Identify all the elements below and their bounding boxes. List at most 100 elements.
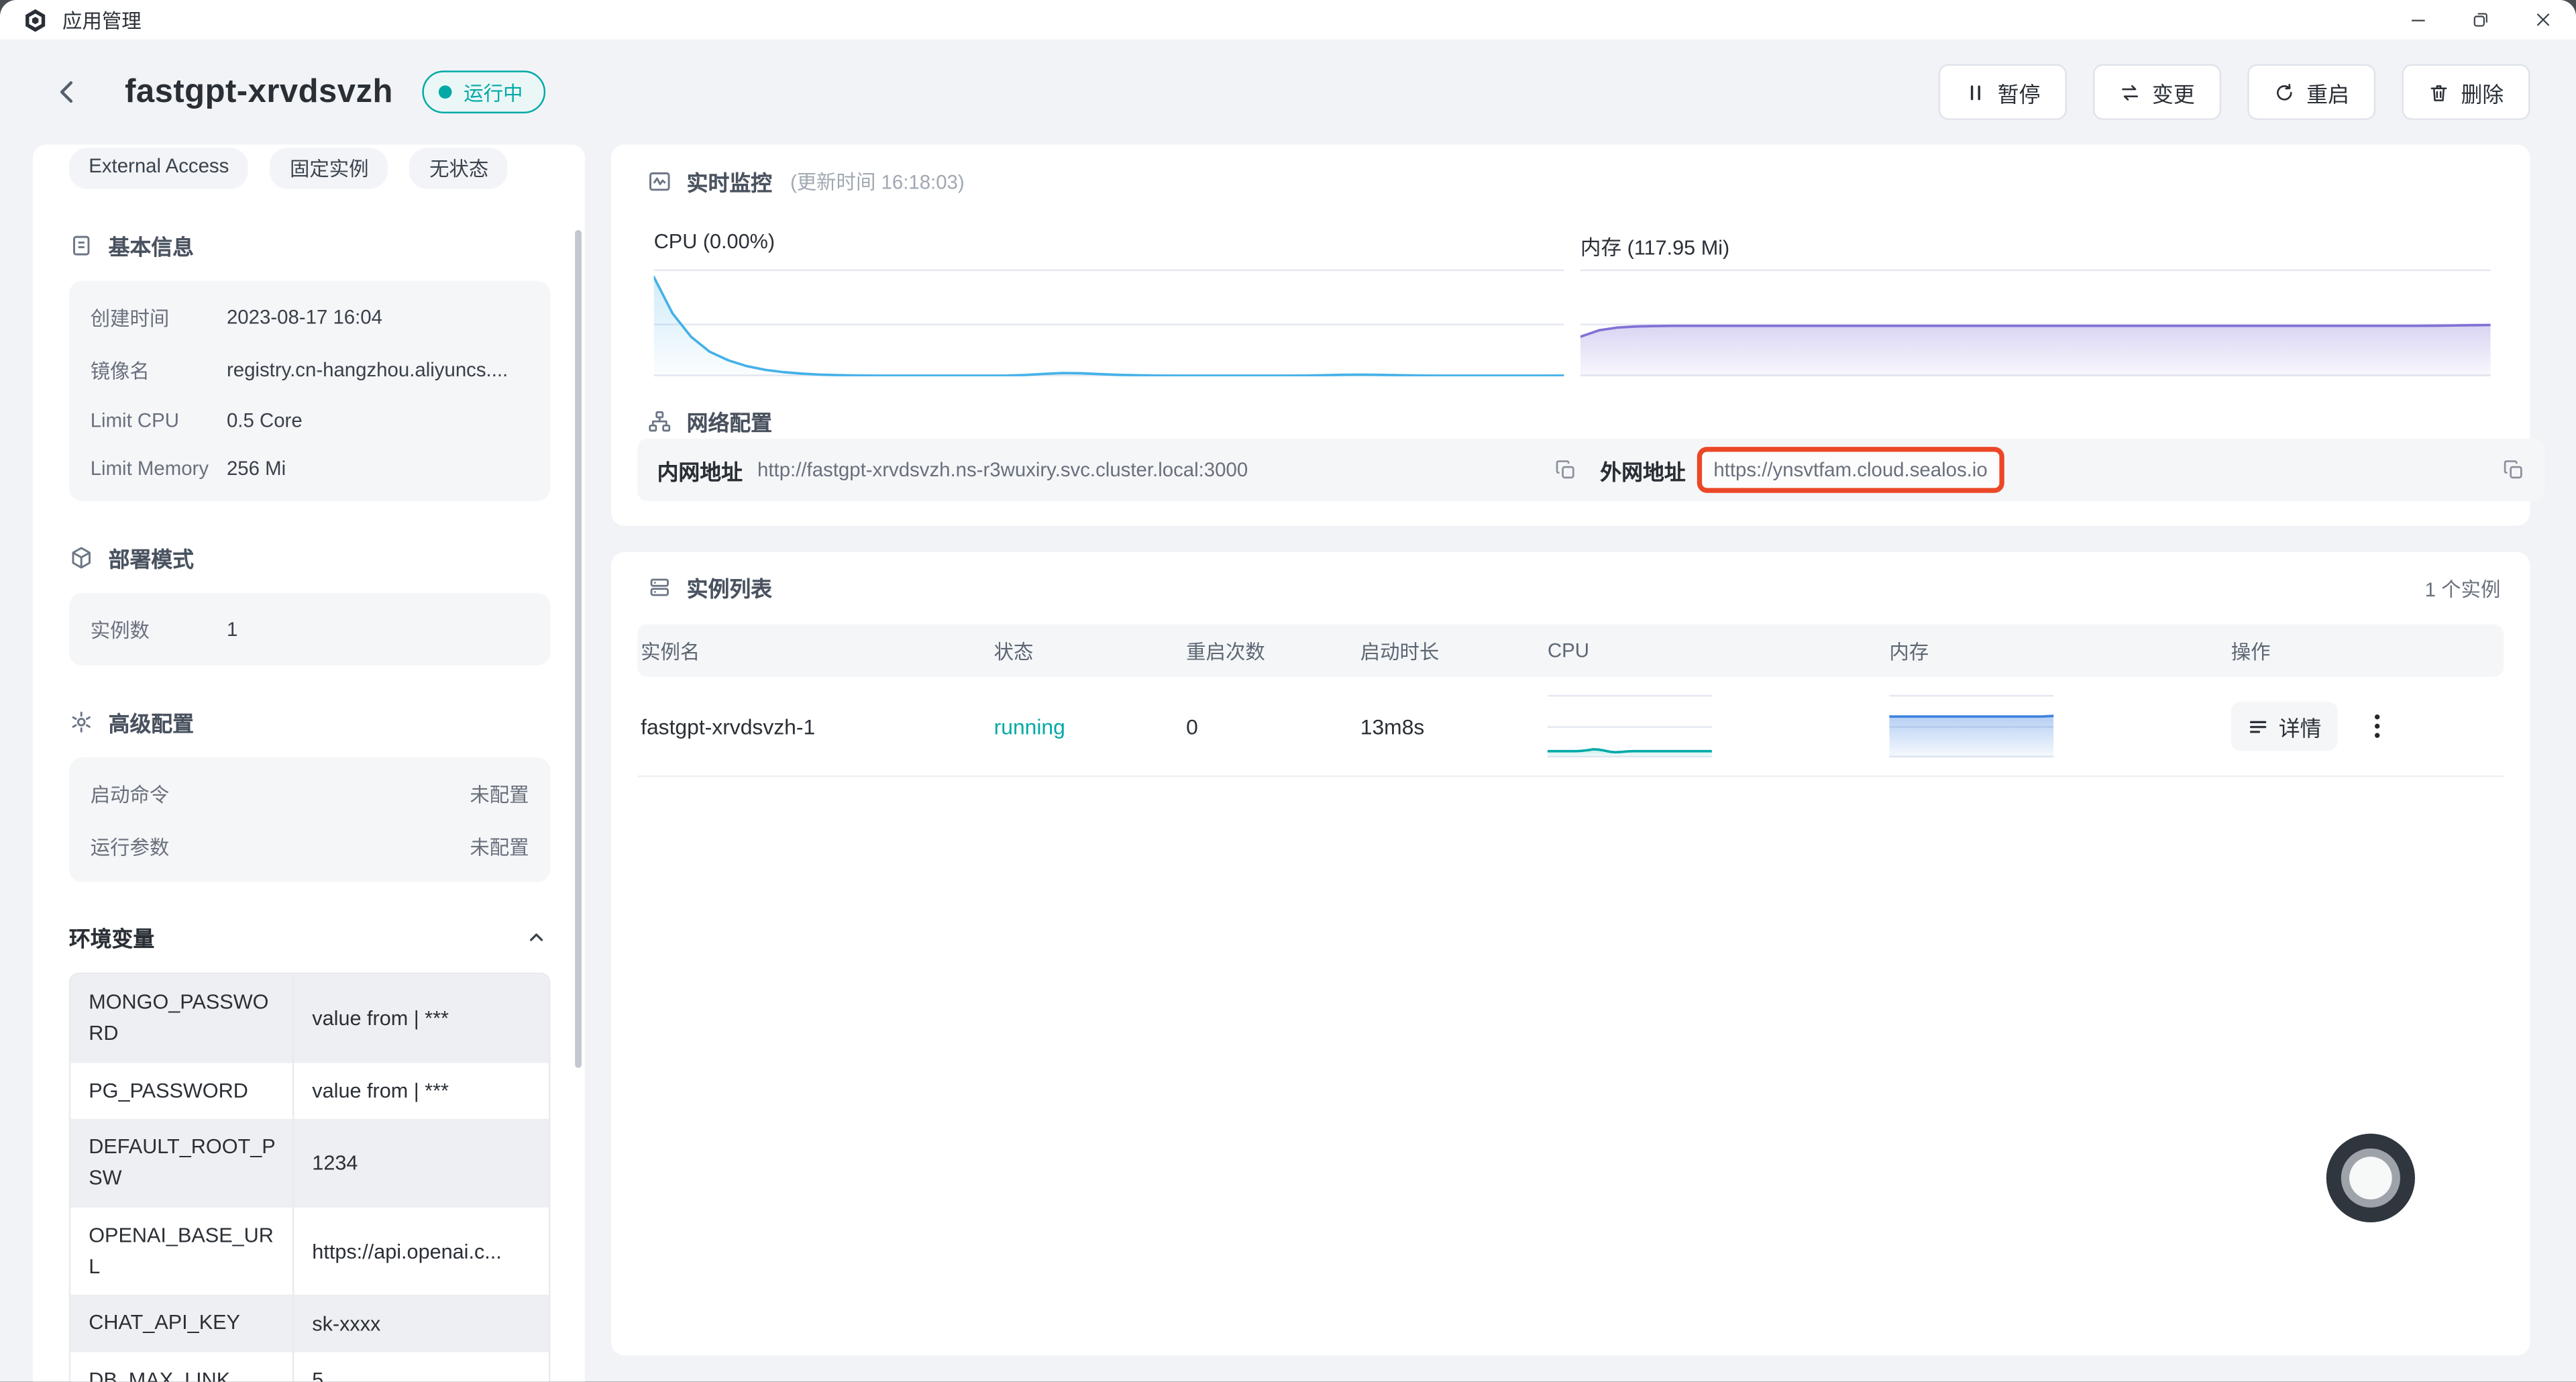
- status-label: 运行中: [464, 81, 523, 105]
- info-row: Limit Memory 256 Mi: [91, 443, 529, 491]
- info-label: 镜像名: [90, 359, 150, 382]
- external-address-label: 外网地址: [1600, 459, 1686, 484]
- cell-status: running: [994, 714, 1065, 739]
- sidebar-scrollbar[interactable]: [575, 229, 582, 1068]
- column-header: 内存: [1889, 639, 1929, 663]
- info-label: 实例数: [90, 619, 150, 642]
- tag-list: External Access 固定实例 无状态: [68, 148, 560, 189]
- column-header: 状态: [994, 639, 1034, 663]
- env-row: PG_PASSWORD value from | ***: [70, 1062, 549, 1120]
- trash-icon: [2428, 81, 2450, 103]
- internal-address-row: 内网地址 http://fastgpt-xrvdsvzh.ns-r3wuxiry…: [637, 438, 1597, 501]
- details-button[interactable]: 详情: [2231, 701, 2338, 751]
- highlight-box: https://ynsvtfam.cloud.sealos.io: [1697, 447, 2004, 493]
- details-lines-icon: [2247, 716, 2269, 737]
- cell-memory-sparkline: [1886, 694, 2227, 757]
- window-title: 应用管理: [62, 9, 142, 32]
- monitor-network-card: 实时监控 (更新时间 16:18:03) CPU (0.00%) 内存 (117…: [611, 144, 2545, 526]
- info-row: 创建时间 2023-08-17 16:04: [91, 290, 529, 343]
- column-header: 重启次数: [1186, 639, 1265, 663]
- info-row: Limit CPU 0.5 Core: [91, 396, 529, 443]
- delete-button[interactable]: 删除: [2402, 64, 2530, 120]
- change-label: 变更: [2152, 81, 2195, 106]
- chevron-up-icon[interactable]: [526, 926, 547, 948]
- external-address-row: 外网地址 https://ynsvtfam.cloud.sealos.io: [1580, 438, 2545, 501]
- change-button[interactable]: 变更: [2092, 64, 2221, 120]
- monitor-header: 实时监控 (更新时间 16:18:03): [647, 166, 965, 197]
- info-row: 运行参数 未配置: [91, 820, 529, 872]
- info-label: 运行参数: [90, 835, 170, 859]
- info-label: 创建时间: [90, 306, 170, 330]
- info-value: 0.5 Core: [226, 408, 303, 431]
- section-deploy-mode: 部署模式: [69, 542, 560, 574]
- info-label: Limit CPU: [90, 408, 179, 431]
- info-row: 镜像名 registry.cn-hangzhou.aliyuncs....: [91, 343, 529, 396]
- env-row: MONGO_PASSWORD value from | ***: [70, 974, 549, 1063]
- env-value: https://api.openai.c...: [312, 1239, 502, 1263]
- cpu-chart-title: CPU (0.00%): [653, 229, 775, 254]
- pause-button[interactable]: 暂停: [1938, 64, 2067, 120]
- cube-icon: [69, 545, 94, 570]
- cell-cpu-sparkline: [1544, 694, 1886, 757]
- env-key: DEFAULT_ROOT_PSW: [70, 1119, 294, 1208]
- page-title: fastgpt-xrvdsvzh: [125, 72, 393, 109]
- sidebar-tag: 无状态: [409, 148, 508, 189]
- restart-label: 重启: [2306, 81, 2350, 106]
- env-row: DB_MAX_LINK 5: [70, 1352, 549, 1382]
- instance-list-header: 实例列表: [647, 572, 772, 603]
- close-icon[interactable]: [2533, 10, 2553, 30]
- internal-address-label: 内网地址: [657, 459, 743, 484]
- details-label: 详情: [2278, 715, 2322, 741]
- column-header: 启动时长: [1360, 639, 1440, 663]
- info-row: 启动命令 未配置: [91, 767, 529, 820]
- instance-list-card: 实例列表 1 个实例 实例名 状态 重启次数 启动时长 CPU 内存 操作 fastgpt-…: [611, 551, 2530, 1356]
- copy-internal-address-icon[interactable]: [1554, 458, 1577, 481]
- env-key: DB_MAX_LINK: [70, 1352, 294, 1382]
- env-value: sk-xxxx: [312, 1312, 381, 1336]
- section-env-vars: 环境变量: [69, 922, 560, 953]
- cell-instance-name: fastgpt-xrvdsvzh-1: [641, 714, 816, 739]
- table-header-row: 实例名 状态 重启次数 启动时长 CPU 内存 操作: [637, 624, 2504, 677]
- env-vars-title: 环境变量: [68, 926, 155, 951]
- column-header: CPU: [1547, 639, 1590, 662]
- network-header: 网络配置: [647, 406, 772, 437]
- env-key: CHAT_API_KEY: [70, 1295, 294, 1352]
- env-value: value from | ***: [312, 1079, 449, 1102]
- env-key: PG_PASSWORD: [70, 1062, 294, 1120]
- env-row: DEFAULT_ROOT_PSW 1234: [70, 1119, 549, 1208]
- info-value: 1: [226, 617, 238, 641]
- memory-chart-plot: [1580, 269, 2491, 376]
- info-label: Limit Memory: [90, 456, 209, 479]
- kebab-menu-icon[interactable]: [2363, 710, 2392, 743]
- gear-icon: [69, 710, 94, 735]
- minimize-button[interactable]: [2408, 10, 2428, 30]
- cpu-chart-plot: [653, 269, 1564, 376]
- env-row: OPENAI_BASE_URL https://api.openai.c...: [70, 1207, 549, 1295]
- sidebar-tag: 固定实例: [270, 148, 388, 189]
- deploy-mode-title: 部署模式: [108, 547, 195, 572]
- restart-icon: [2273, 81, 2295, 103]
- internal-address-value: http://fastgpt-xrvdsvzh.ns-r3wuxiry.svc.…: [757, 458, 1248, 482]
- cell-uptime: 13m8s: [1360, 714, 1425, 739]
- info-label: 启动命令: [90, 782, 170, 806]
- info-value: 未配置: [470, 835, 529, 859]
- document-icon: [69, 233, 94, 258]
- sidebar-tag: External Access: [68, 148, 249, 189]
- env-key: OPENAI_BASE_URL: [70, 1207, 294, 1295]
- memory-monitor-chart: 内存 (117.95 Mi): [1580, 230, 2491, 376]
- copy-external-address-icon[interactable]: [2502, 458, 2525, 481]
- external-address-value[interactable]: https://ynsvtfam.cloud.sealos.io: [1713, 458, 1988, 482]
- env-key: MONGO_PASSWORD: [70, 974, 294, 1063]
- column-header: 操作: [2231, 639, 2271, 663]
- instance-list-title: 实例列表: [686, 576, 773, 602]
- status-badge: 运行中: [422, 70, 546, 113]
- instance-row: fastgpt-xrvdsvzh-1 running 0 13m8s: [637, 677, 2504, 778]
- window-titlebar: 应用管理: [0, 0, 2576, 40]
- info-value: registry.cn-hangzhou.aliyuncs....: [226, 358, 508, 382]
- restart-button[interactable]: 重启: [2247, 64, 2376, 120]
- instance-count: 1 个实例: [2424, 578, 2501, 602]
- restore-button[interactable]: [2471, 10, 2490, 30]
- content-area: External Access 固定实例 无状态 基本信息 创建时间 2023-08…: [0, 144, 2576, 1382]
- back-button[interactable]: [52, 77, 82, 107]
